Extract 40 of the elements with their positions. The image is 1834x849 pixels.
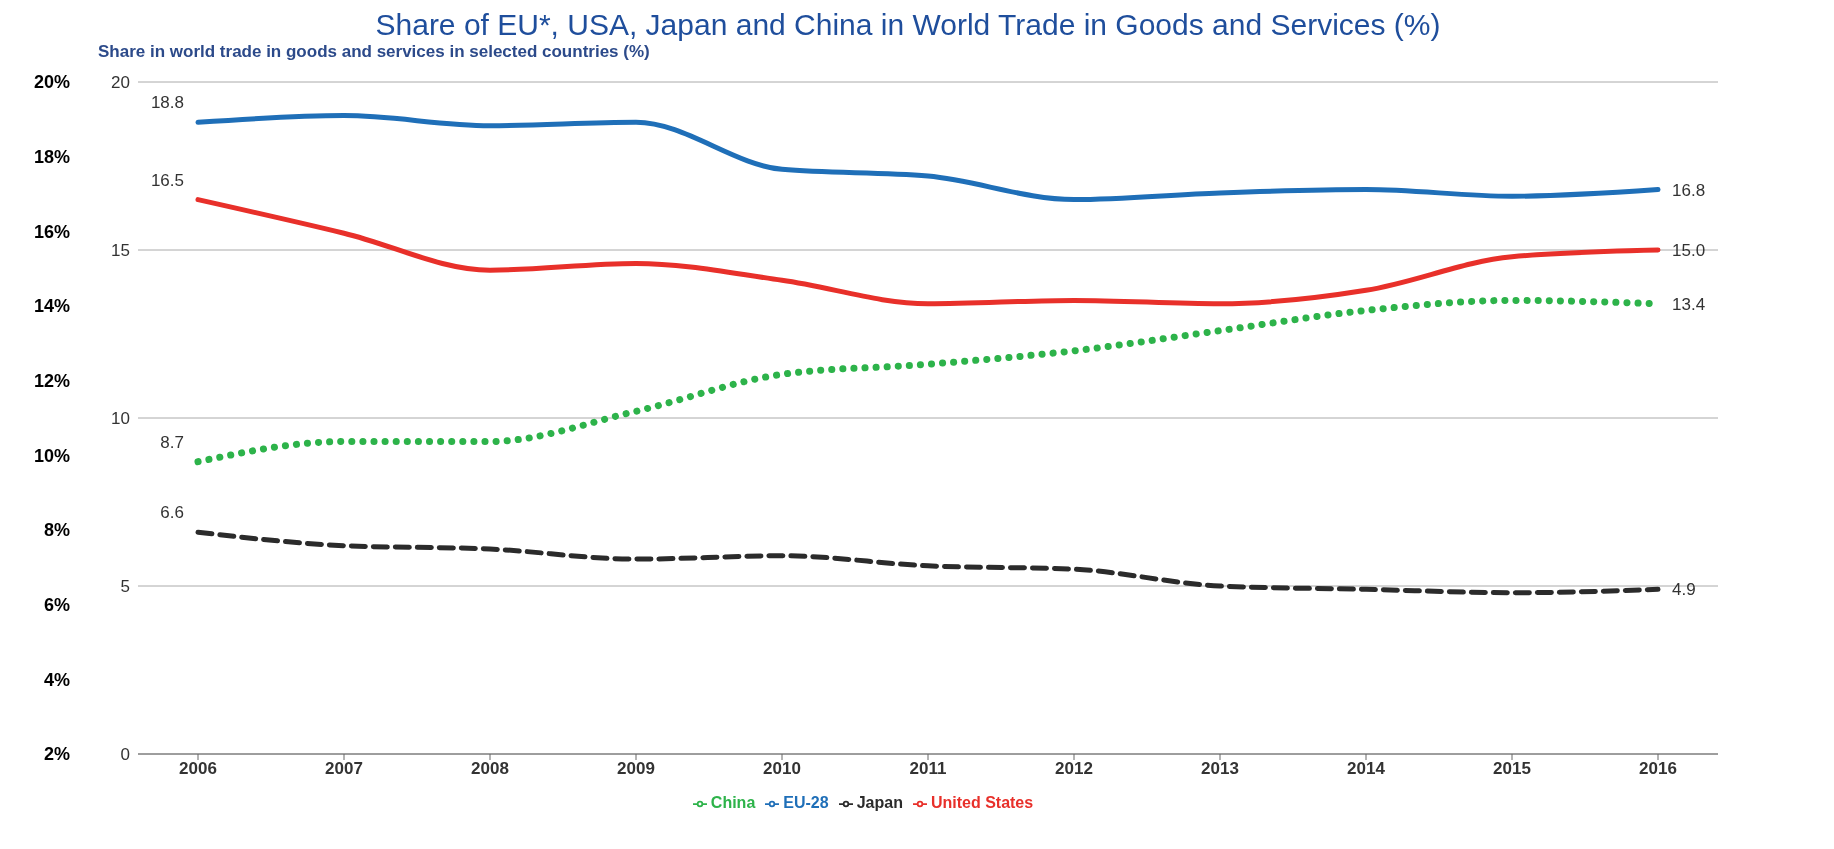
y2-tick-label: 12% — [33, 371, 70, 392]
x-tick-label: 2009 — [617, 759, 655, 779]
y-tick-label: 5 — [120, 577, 130, 597]
y-tick-label: 20 — [111, 73, 130, 93]
x-tick-label: 2010 — [763, 759, 801, 779]
y2-tick-label: 10% — [33, 445, 70, 466]
legend-label: United States — [930, 794, 1034, 811]
y-tick-label: 15 — [111, 241, 130, 261]
legend-label: Japan — [856, 794, 903, 811]
data-label: 6.6 — [160, 503, 184, 523]
y2-tick-label: 16% — [33, 221, 70, 242]
y2-tick-label: 18% — [33, 147, 70, 168]
y2-tick-label: 20% — [33, 72, 70, 93]
legend-label: China — [710, 794, 756, 811]
y2-tick-label: 4% — [43, 669, 70, 690]
chart-title: Share of EU*, USA, Japan and China in World Trade in Goods and Services (%) — [374, 8, 1442, 42]
data-label: 18.8 — [150, 93, 184, 113]
x-tick-label: 2007 — [325, 759, 363, 779]
x-tick-label: 2012 — [1055, 759, 1093, 779]
legend-label: EU-28 — [783, 794, 829, 811]
data-label: 16.5 — [150, 170, 184, 190]
x-tick-label: 2008 — [471, 759, 509, 779]
chart-subtitle: Share in world trade in goods and services in selected countries (%) — [98, 42, 651, 62]
data-label: 8.7 — [160, 432, 184, 452]
x-tick-label: 2016 — [1639, 759, 1677, 779]
data-label: 4.9 — [1672, 580, 1696, 600]
y2-tick-label: 8% — [43, 520, 70, 541]
x-tick-label: 2013 — [1201, 759, 1239, 779]
data-label: 16.8 — [1672, 180, 1706, 200]
y-tick-label: 0 — [120, 745, 130, 765]
x-tick-label: 2015 — [1493, 759, 1531, 779]
x-tick-label: 2014 — [1347, 759, 1386, 779]
y2-tick-label: 6% — [43, 595, 70, 616]
data-label: 15.0 — [1672, 241, 1706, 260]
x-tick-label: 2011 — [909, 759, 947, 779]
data-label: 13.4 — [1672, 294, 1706, 314]
y2-tick-label: 14% — [33, 296, 70, 317]
x-tick-label: 2006 — [179, 759, 217, 779]
y2-tick-label: 2% — [43, 744, 70, 765]
y-tick-label: 10 — [111, 409, 130, 429]
